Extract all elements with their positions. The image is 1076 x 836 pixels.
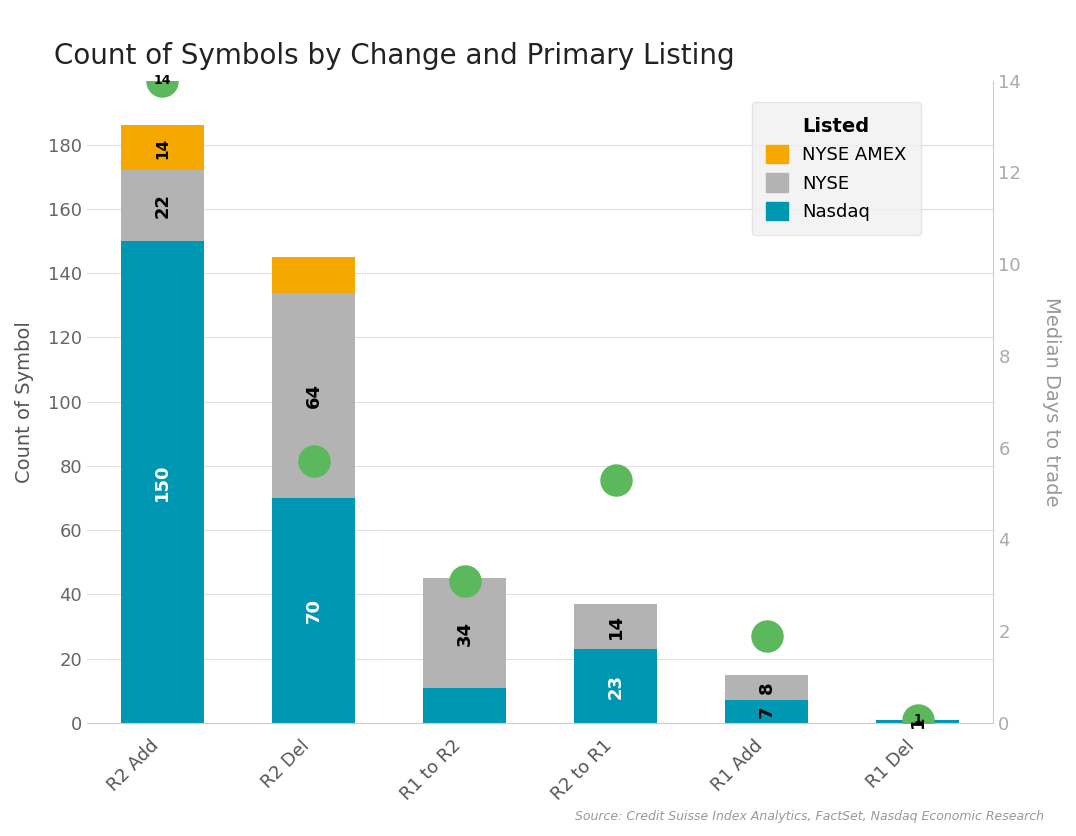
Bar	[725, 701, 808, 723]
Point	[759, 629, 776, 642]
Text: 64: 64	[305, 383, 323, 408]
Text: 14: 14	[607, 614, 625, 639]
Bar	[272, 257, 355, 293]
Bar	[423, 688, 506, 723]
Text: 1: 1	[909, 715, 926, 727]
Point	[909, 713, 926, 726]
Bar	[272, 293, 355, 498]
Text: 1: 1	[914, 713, 922, 726]
Bar	[121, 125, 204, 171]
Y-axis label: Count of Symbol: Count of Symbol	[15, 321, 34, 482]
Text: 23: 23	[607, 674, 625, 699]
Point	[607, 473, 624, 487]
Y-axis label: Median Days to trade: Median Days to trade	[1042, 297, 1061, 507]
Text: 14: 14	[155, 137, 170, 159]
Text: 150: 150	[154, 463, 171, 501]
Text: 14: 14	[154, 74, 171, 87]
Bar	[423, 579, 506, 688]
Bar	[121, 171, 204, 241]
Text: 70: 70	[305, 598, 323, 623]
Text: 34: 34	[455, 620, 473, 645]
Point	[305, 455, 322, 468]
Point	[456, 574, 473, 588]
Text: 8: 8	[758, 681, 776, 694]
Bar	[121, 241, 204, 723]
Text: Count of Symbols by Change and Primary Listing: Count of Symbols by Change and Primary L…	[54, 42, 735, 69]
Bar	[272, 498, 355, 723]
Point	[154, 74, 171, 87]
Bar	[725, 675, 808, 701]
Text: 22: 22	[154, 193, 171, 218]
Text: 7: 7	[758, 706, 776, 718]
Text: Source: Credit Suisse Index Analytics, FactSet, Nasdaq Economic Research: Source: Credit Suisse Index Analytics, F…	[575, 810, 1044, 823]
Bar	[575, 604, 657, 649]
Legend: NYSE AMEX, NYSE, Nasdaq: NYSE AMEX, NYSE, Nasdaq	[751, 102, 921, 236]
Bar	[876, 720, 960, 723]
Bar	[575, 649, 657, 723]
